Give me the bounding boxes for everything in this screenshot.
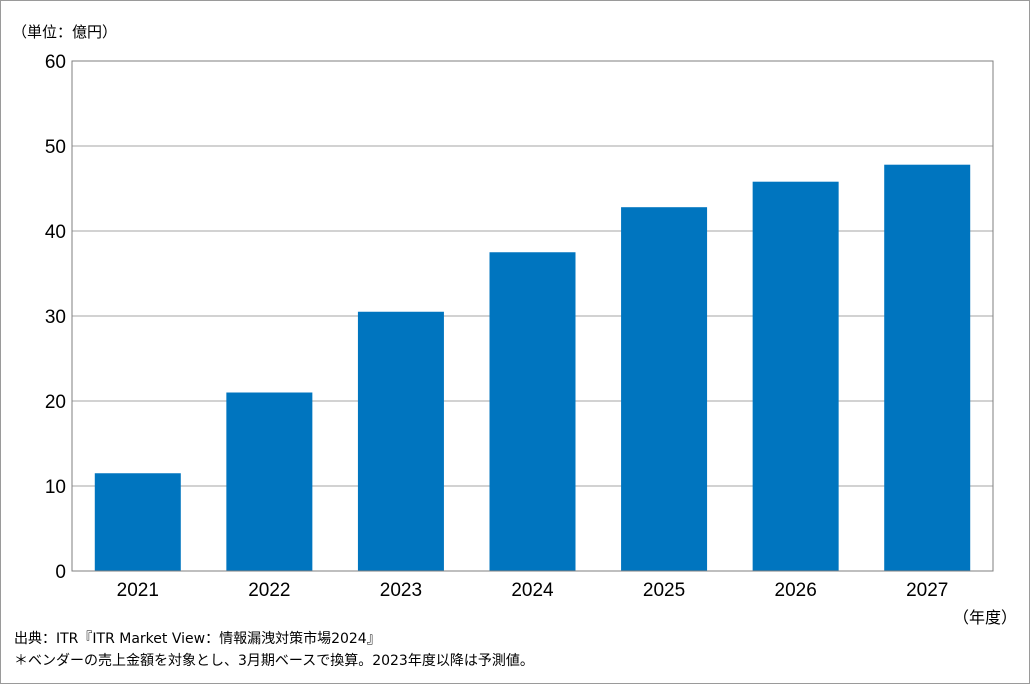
bar-2021 xyxy=(94,473,181,571)
x-tick-label: 2024 xyxy=(511,580,554,601)
x-axis-ticks: 2021 2022 2023 2024 2025 2026 2027 xyxy=(117,580,949,601)
y-tick-label: 60 xyxy=(45,52,66,73)
bar-2027 xyxy=(884,164,971,571)
x-unit-label: （年度） xyxy=(953,608,1018,627)
y-tick-label: 40 xyxy=(45,222,66,243)
plot-area-border xyxy=(71,60,994,572)
note-text: ＊ベンダーの売上金額を対象とし、3月期ベースで換算。2023年度以降は予測値。 xyxy=(14,653,534,669)
x-tick-label: 2023 xyxy=(380,580,422,601)
bar-2025 xyxy=(621,207,708,571)
bars xyxy=(94,164,971,571)
x-tick-label: 2022 xyxy=(248,580,290,601)
y-tick-label: 20 xyxy=(45,392,66,413)
y-tick-label: 50 xyxy=(45,137,66,158)
source-text: 出典：ITR『ITR Market View：情報漏洩対策市場2024』 xyxy=(14,631,381,647)
bar-2024 xyxy=(489,252,576,571)
bar-2023 xyxy=(357,311,444,571)
x-tick-label: 2026 xyxy=(775,580,817,601)
bar-2022 xyxy=(226,392,313,571)
y-tick-label: 10 xyxy=(45,477,66,498)
unit-label: （単位：億円） xyxy=(12,23,118,41)
y-tick-label: 0 xyxy=(55,562,66,583)
x-tick-label: 2021 xyxy=(117,580,159,601)
y-tick-label: 30 xyxy=(45,307,66,328)
x-tick-label: 2027 xyxy=(906,580,948,601)
x-tick-label: 2025 xyxy=(643,580,685,601)
y-axis-ticks: 0 10 20 30 40 50 60 xyxy=(45,52,66,583)
bar-2026 xyxy=(752,181,839,571)
